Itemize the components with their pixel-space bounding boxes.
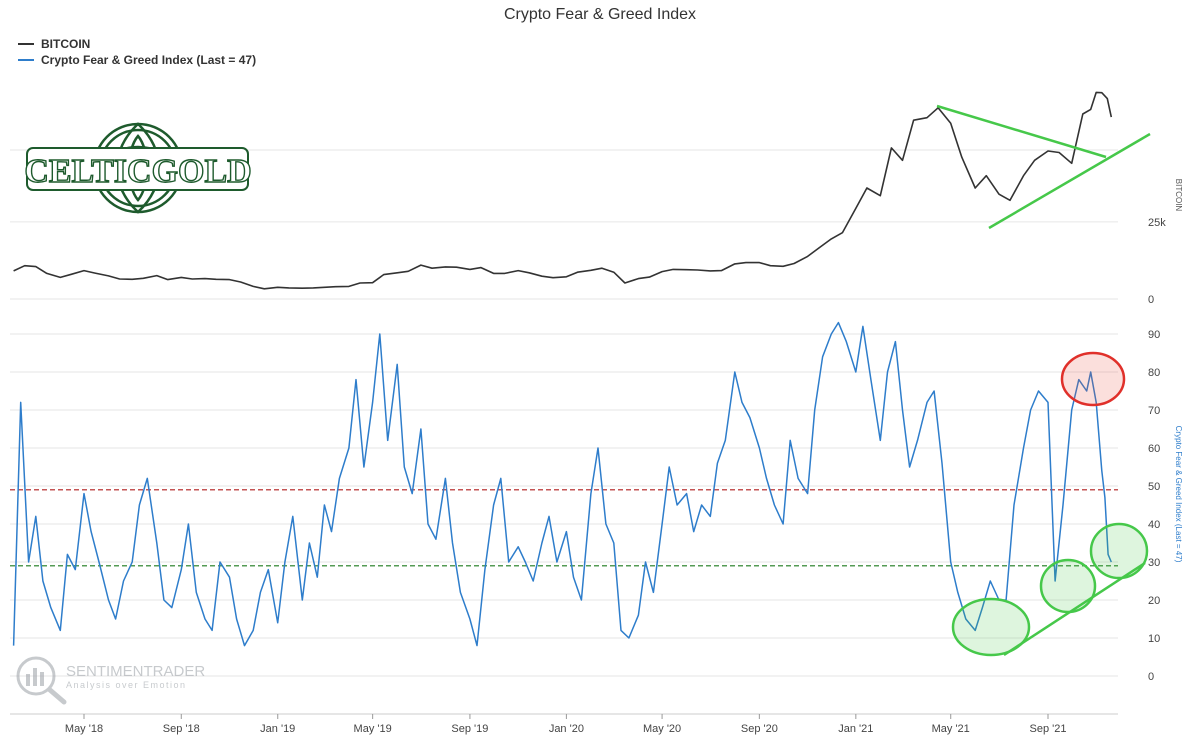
fg-axis-label: Crypto Fear & Greed Index (Last = 47) bbox=[1174, 426, 1183, 563]
legend-item-bitcoin[interactable]: BITCOIN bbox=[18, 36, 256, 52]
fg-tick-label: 90 bbox=[1148, 329, 1160, 341]
fg-tick-label: 0 bbox=[1148, 671, 1154, 683]
fg-tick-label: 60 bbox=[1148, 443, 1160, 455]
fg-tick-label: 40 bbox=[1148, 519, 1160, 531]
sentimentrader-brand: SENTIMENTRADER bbox=[66, 663, 205, 680]
chart-title: Crypto Fear & Greed Index bbox=[503, 6, 697, 23]
x-tick-label: Jan '21 bbox=[838, 723, 873, 735]
grid-lines bbox=[10, 149, 1118, 677]
series-group bbox=[12, 91, 1113, 647]
fg-tick-label: 10 bbox=[1148, 633, 1160, 645]
x-tick-label: Sep '19 bbox=[451, 723, 488, 735]
legend-label-bitcoin: BITCOIN bbox=[41, 37, 91, 51]
btc-upper-trendline bbox=[936, 104, 1107, 159]
fg-tick-label: 30 bbox=[1148, 557, 1160, 569]
x-tick-label: May '21 bbox=[932, 723, 970, 735]
celticgold-logo-text: CELTICGOLD bbox=[24, 153, 251, 190]
legend-item-fear-greed[interactable]: Crypto Fear & Greed Index (Last = 47) bbox=[18, 52, 256, 68]
axes: 0 25k 0 10 20 30 40 50 60 70 80 90 May '18 Sep '18 Jan… bbox=[10, 179, 1183, 735]
red-circle-annotation bbox=[1060, 351, 1126, 407]
fg-tick-label: 20 bbox=[1148, 595, 1160, 607]
btc-lower-trendline bbox=[988, 132, 1151, 230]
fg-tick-label: 50 bbox=[1148, 481, 1160, 493]
x-tick-label: Jan '20 bbox=[549, 723, 584, 735]
x-tick-label: May '18 bbox=[65, 723, 103, 735]
x-tick-label: Sep '20 bbox=[741, 723, 778, 735]
x-tick-label: May '20 bbox=[643, 723, 681, 735]
green-circle-annotation bbox=[1089, 522, 1149, 580]
watermarks: CELTICGOLD SENTIMENTRADER Analysis over … bbox=[16, 122, 252, 705]
sentimentrader-tagline: Analysis over Emotion bbox=[66, 680, 187, 690]
reference-lines bbox=[10, 489, 1118, 567]
x-tick-label: Jan '19 bbox=[260, 723, 295, 735]
bitcoin-tick-label: 0 bbox=[1148, 294, 1154, 306]
bitcoin-axis-label: BITCOIN bbox=[1174, 179, 1183, 212]
legend: BITCOIN Crypto Fear & Greed Index (Last … bbox=[18, 36, 256, 68]
fear-greed-series-line bbox=[12, 321, 1112, 647]
bitcoin-tick-label: 25k bbox=[1148, 217, 1166, 229]
x-tick-label: Sep '18 bbox=[163, 723, 200, 735]
celticgold-logo: CELTICGOLD bbox=[24, 122, 252, 214]
green-circle-annotation bbox=[951, 597, 1031, 657]
fg-tick-label: 80 bbox=[1148, 367, 1160, 379]
magnifier-chart-icon bbox=[16, 656, 67, 705]
sentimentrader-watermark: SENTIMENTRADER Analysis over Emotion bbox=[16, 656, 205, 705]
annotations bbox=[936, 104, 1151, 657]
green-circle-annotation bbox=[1039, 558, 1097, 614]
bitcoin-series-line bbox=[13, 91, 1113, 290]
legend-swatch-bitcoin bbox=[18, 43, 34, 45]
x-tick-label: Sep '21 bbox=[1030, 723, 1067, 735]
legend-swatch-fear-greed bbox=[18, 59, 34, 61]
legend-label-fear-greed: Crypto Fear & Greed Index (Last = 47) bbox=[41, 53, 257, 67]
x-tick-label: May '19 bbox=[354, 723, 392, 735]
fg-tick-label: 70 bbox=[1148, 405, 1160, 417]
